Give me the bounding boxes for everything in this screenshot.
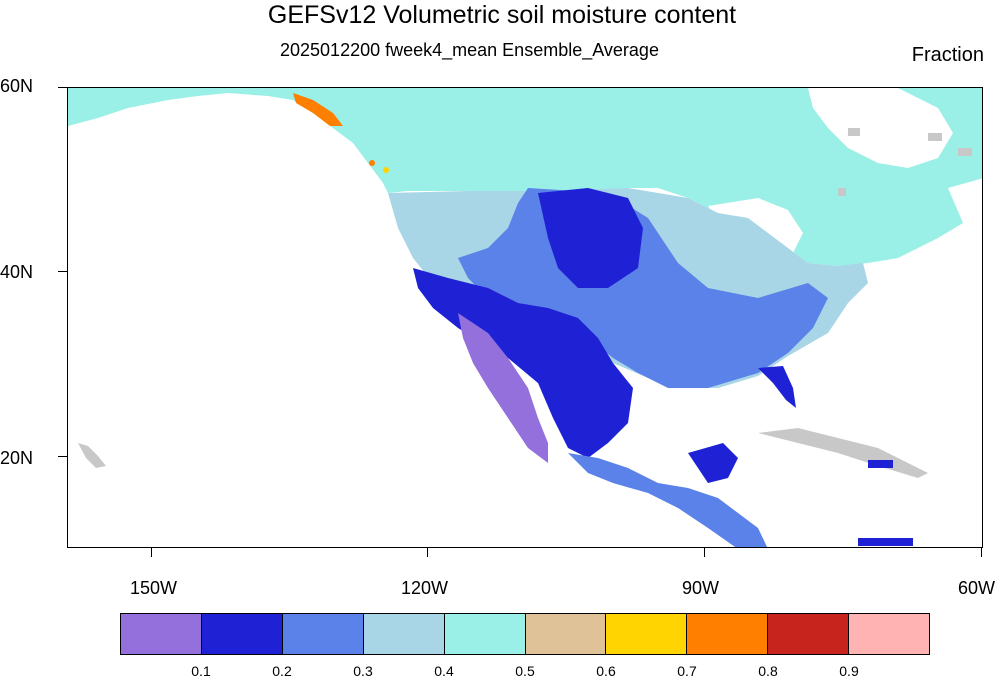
greenland bbox=[948, 178, 982, 223]
colorbar-label: 0.6 bbox=[596, 663, 616, 679]
units-label: Fraction bbox=[911, 44, 984, 66]
colorbar-label: 0.3 bbox=[353, 663, 373, 679]
southwest-region bbox=[413, 268, 633, 458]
colorbar-label: 0.1 bbox=[191, 663, 211, 679]
colorbar-box bbox=[444, 614, 526, 654]
colorbar-box bbox=[606, 614, 688, 654]
caribbean-islands bbox=[758, 428, 928, 478]
lon-label-90W: 90W bbox=[682, 578, 720, 598]
colorbar-box bbox=[282, 614, 364, 654]
central-america bbox=[568, 453, 768, 547]
colorbar-box bbox=[363, 614, 445, 654]
colorbar-label: 0.9 bbox=[839, 663, 859, 679]
missing-cell bbox=[958, 148, 972, 156]
missing-cell bbox=[838, 188, 846, 196]
colorbar-box bbox=[201, 614, 283, 654]
missing-cell bbox=[928, 133, 942, 141]
tick-lat-40 bbox=[58, 271, 67, 272]
tick-lon-120 bbox=[427, 548, 428, 557]
alaska-hotspot-3 bbox=[383, 167, 389, 173]
chart-subtitle: 2025012200 fweek4_mean Ensemble_Average bbox=[280, 40, 659, 60]
colorbar-box bbox=[687, 614, 769, 654]
tick-lon-150 bbox=[151, 548, 152, 557]
caribbean-blue bbox=[868, 460, 893, 468]
chart-title: GEFSv12 Volumetric soil moisture content bbox=[267, 1, 737, 29]
colorbar-label: 0.2 bbox=[272, 663, 292, 679]
baja-region bbox=[483, 348, 523, 413]
hudson-bay bbox=[808, 88, 953, 168]
tick-lon-60 bbox=[981, 548, 982, 557]
colorbar-box bbox=[849, 614, 930, 654]
colorbar-label: 0.8 bbox=[758, 663, 778, 679]
alaska-hotspot-2 bbox=[369, 160, 375, 166]
lat-label-20N: 20N bbox=[0, 448, 34, 468]
colorbar bbox=[120, 613, 930, 655]
yucatan bbox=[688, 443, 738, 483]
alaska-hotspot bbox=[293, 93, 343, 126]
colorbar-label: 0.5 bbox=[515, 663, 535, 679]
tick-lat-20 bbox=[58, 456, 67, 457]
colorbar-box bbox=[525, 614, 607, 654]
map-canvas bbox=[68, 88, 982, 547]
missing-cell bbox=[848, 128, 860, 136]
florida bbox=[758, 366, 796, 408]
plains-region bbox=[538, 188, 643, 288]
map-frame bbox=[67, 87, 983, 548]
lat-label-60N: 60N bbox=[0, 76, 34, 96]
colorbar-box bbox=[768, 614, 850, 654]
lon-label-150W: 150W bbox=[130, 578, 178, 598]
panama-blue bbox=[858, 538, 913, 546]
lon-label-120W: 120W bbox=[401, 578, 449, 598]
colorbar-label: 0.7 bbox=[677, 663, 697, 679]
tick-lat-60 bbox=[58, 87, 67, 88]
colorbar-box bbox=[121, 614, 202, 654]
colorbar-label: 0.4 bbox=[434, 663, 454, 679]
lat-label-40N: 40N bbox=[0, 262, 34, 282]
lon-label-60W: 60W bbox=[958, 578, 996, 598]
tick-lon-90 bbox=[704, 548, 705, 557]
hawaii bbox=[78, 443, 106, 468]
